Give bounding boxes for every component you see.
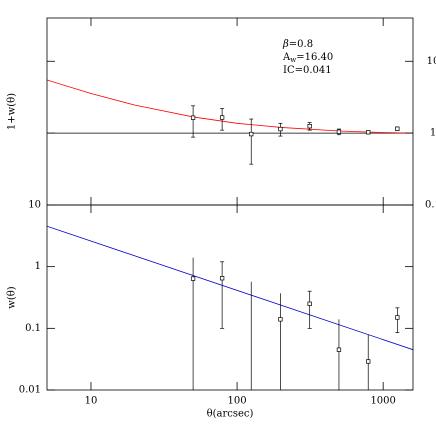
x-tick-label: 1000 <box>370 396 395 407</box>
fit-curve <box>47 225 413 351</box>
y-tick-label: 10 <box>28 200 41 211</box>
y-tick-label: 10 <box>427 56 436 67</box>
x-tick-label: 100 <box>228 396 247 407</box>
data-point <box>219 276 225 281</box>
annotation-rest: =0.041 <box>295 65 332 76</box>
data-point <box>249 131 254 137</box>
y-tick-label: 0.01 <box>19 385 41 396</box>
annotation-main: β <box>282 39 289 50</box>
annotation: β=0.8 <box>282 39 313 50</box>
annotation: Aw=16.40 <box>282 52 333 65</box>
y-tick-label: 0.1 <box>25 323 41 334</box>
y-axis-label: 1+w(θ) <box>7 93 18 130</box>
x-axis-label: θ(arcsec) <box>207 409 254 420</box>
fit-curve <box>47 79 413 134</box>
y-axis-label: w(θ) <box>7 286 18 308</box>
y-tick-label: 1 <box>35 261 41 272</box>
data-point <box>366 130 371 135</box>
data-point <box>307 301 312 306</box>
plot-area <box>47 225 413 390</box>
data-point <box>190 276 196 281</box>
data-point <box>366 359 371 364</box>
annotation-sub: w <box>290 56 296 64</box>
y-tick-label: 1 <box>430 128 436 139</box>
annotation-main: IC <box>283 65 295 76</box>
data-point <box>307 124 312 129</box>
data-point <box>395 126 400 131</box>
data-point <box>278 126 283 132</box>
annotation: IC=0.041 <box>283 65 332 76</box>
data-point <box>336 347 342 352</box>
data-point <box>395 315 400 320</box>
data-point <box>219 115 225 120</box>
data-point <box>278 317 283 322</box>
frame <box>46 204 414 391</box>
y-tick-label: 0.1 <box>425 200 436 211</box>
frame <box>46 17 414 206</box>
annotation-rest: =0.8 <box>289 39 313 50</box>
x-tick-label: 10 <box>85 396 98 407</box>
annotation-main: A <box>282 52 291 63</box>
data-point <box>190 115 196 120</box>
data-point <box>336 129 342 134</box>
plot-area <box>47 79 413 165</box>
annotation-rest: =16.40 <box>296 52 333 63</box>
